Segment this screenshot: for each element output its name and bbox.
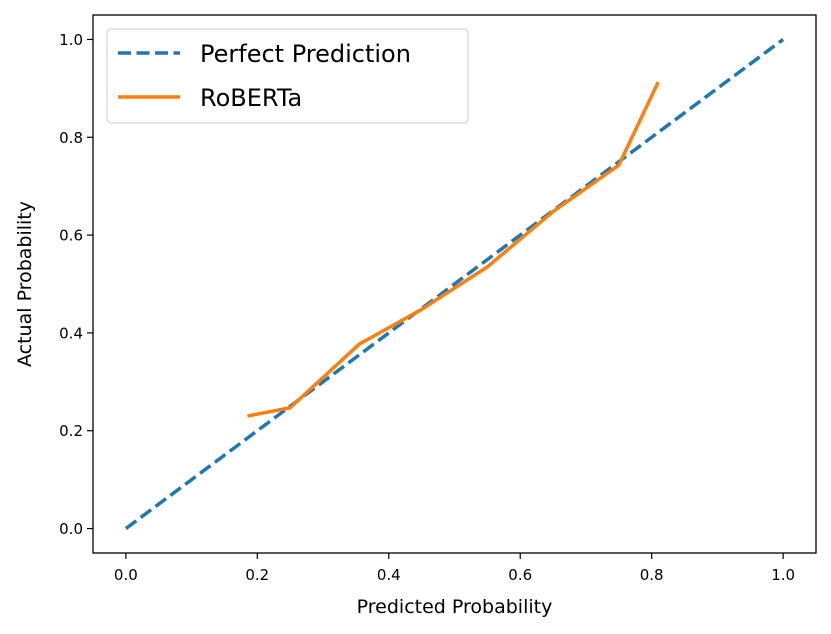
series-line-perfect-prediction [124,38,785,530]
legend: Perfect Prediction RoBERTa [106,28,469,124]
x-tick-label: 0.4 [377,566,401,584]
x-tick-label: 1.0 [771,566,795,584]
y-tick-label: 0.6 [59,227,83,245]
x-tick-label: 0.2 [245,566,269,584]
y-tick-label: 0.0 [59,520,83,538]
legend-label-perfect-prediction: Perfect Prediction [200,40,411,68]
plot-frame [92,14,817,554]
ticks-layer: 0.0 0.2 0.4 0.6 0.8 1.0 0.0 0.2 0.4 0.6 0.8 1.0 [59,31,795,584]
x-axis-title: Predicted Probability [357,596,553,618]
x-tick-label: 0.0 [114,566,138,584]
y-tick-label: 0.8 [59,129,83,147]
legend-box [106,28,469,124]
x-tick-label: 0.8 [640,566,664,584]
x-tick-label: 0.6 [508,566,532,584]
y-tick-label: 1.0 [59,31,83,49]
y-axis-title: Actual Probability [14,201,36,367]
series-line-roberta [247,81,660,418]
series-layer [124,38,785,530]
y-tick-label: 0.4 [59,324,83,342]
y-tick-label: 0.2 [59,422,83,440]
legend-label-roberta: RoBERTa [200,84,302,112]
